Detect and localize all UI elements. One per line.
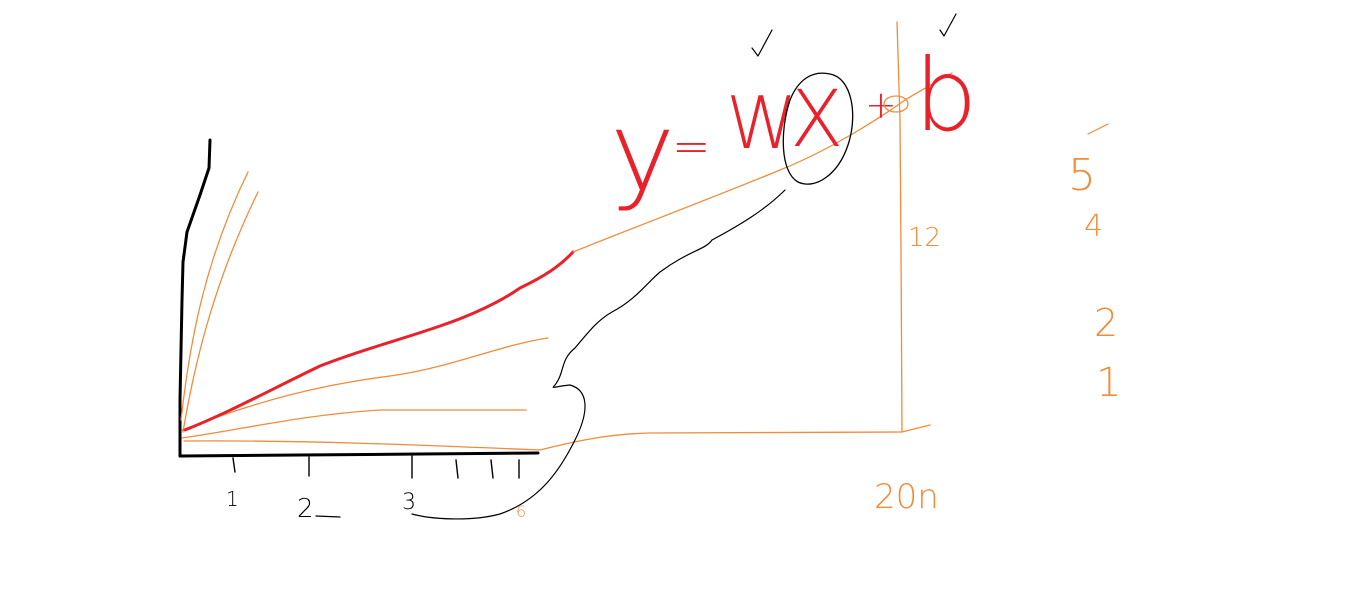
- equation-y: y: [610, 88, 675, 216]
- steep-curve-b: [182, 191, 259, 433]
- side-number-2: 2: [1094, 301, 1118, 345]
- bottom-label-20n: 20n: [874, 477, 939, 517]
- tick-mark: [455, 459, 459, 479]
- equation-plus: +: [865, 83, 897, 127]
- black-connector-curve: [411, 189, 786, 520]
- side-label-12: 12: [908, 223, 941, 253]
- tick-label-2-tail: [315, 515, 341, 518]
- tick-mark: [232, 457, 236, 473]
- equation-b: b: [914, 37, 977, 154]
- x-tick-label-6: 6: [516, 502, 526, 521]
- check-mark-b: [939, 13, 957, 37]
- x-highlight-circle: [782, 72, 854, 185]
- tick-mark: [490, 459, 494, 479]
- low-curve: [181, 409, 527, 439]
- mid-curve: [181, 337, 549, 431]
- red-fit-line: [183, 250, 575, 432]
- side-number-5-stroke: [1087, 123, 1109, 135]
- equation-w: W: [726, 81, 797, 165]
- side-number-4: 4: [1084, 209, 1103, 244]
- x-axis-tick-marks: [232, 455, 520, 479]
- orange-fan-curves: [180, 171, 931, 451]
- y-axis: [178, 138, 212, 458]
- equation-x: X: [790, 75, 843, 165]
- equation-equals: =: [672, 119, 711, 173]
- x-tick-label-2: 2: [297, 494, 314, 524]
- orange-fit-extension: [572, 72, 953, 253]
- steep-curve-a: [180, 171, 249, 421]
- side-number-1: 1: [1096, 360, 1121, 406]
- x-axis: [178, 451, 540, 458]
- intersection-marker: [883, 95, 909, 113]
- base-curve: [183, 424, 931, 451]
- orange-vertical-line: [896, 21, 903, 433]
- side-number-5: 5: [1068, 150, 1096, 201]
- check-mark-w: [751, 29, 773, 57]
- x-tick-label-3: 3: [402, 490, 416, 515]
- equation: y = W X + b: [610, 37, 977, 216]
- x-tick-label-1: 1: [226, 487, 239, 511]
